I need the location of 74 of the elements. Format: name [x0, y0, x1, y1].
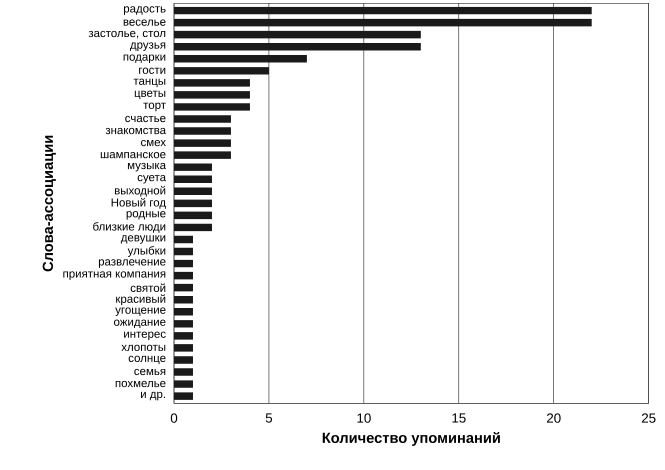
y-tick-label: музыка [128, 162, 166, 172]
y-tick-label: суета [138, 174, 166, 184]
bar [174, 236, 193, 244]
y-tick-label: счастье [125, 116, 166, 122]
bar [174, 212, 212, 220]
x-tick-label: 25 [642, 413, 656, 423]
bar [174, 151, 231, 159]
y-tick-label: веселье [124, 19, 166, 26]
y-tick-label: семья [134, 368, 166, 376]
y-tick-label: девушки [120, 235, 166, 244]
bar [174, 163, 212, 171]
x-tick-label: 5 [266, 413, 272, 423]
bar [174, 139, 231, 147]
bar [174, 115, 231, 123]
y-tick-label: красивый [116, 294, 166, 306]
y-tick-label: хлопоты [121, 344, 166, 352]
y-tick-label: друзья [130, 42, 166, 51]
bar [174, 103, 250, 111]
bar [174, 284, 193, 292]
bar [174, 368, 193, 376]
x-tick-label: 0 [170, 413, 178, 423]
bar [174, 91, 250, 99]
bar [174, 42, 421, 50]
y-tick-label: и др. [140, 392, 165, 400]
y-tick-label: солнце [128, 356, 166, 364]
y-tick-label: гости [139, 68, 166, 74]
y-tick-label: близкие люди [93, 222, 166, 233]
bar [174, 320, 193, 328]
y-tick-label: Новый год [112, 198, 166, 209]
bar [174, 18, 592, 26]
bar [174, 332, 193, 340]
bar [174, 224, 212, 232]
y-tick-label: торт [143, 102, 166, 112]
bar [174, 188, 212, 196]
y-axis-title: Слова-ассоциации [42, 136, 56, 272]
y-tick-label: шампанское [100, 152, 166, 158]
y-tick-label: родные [126, 211, 166, 220]
y-tick-label: развлечение [98, 259, 166, 268]
bar [174, 344, 193, 352]
y-tick-label: знакомства [106, 128, 166, 134]
bar [174, 79, 250, 87]
bar [174, 30, 421, 38]
bar [174, 6, 592, 14]
y-tick-label: радость [124, 6, 166, 15]
y-tick-label: застолье, стол [88, 30, 166, 38]
y-tick-label: танцы [134, 78, 166, 88]
bar [174, 380, 193, 388]
bar [174, 296, 193, 304]
y-tick-label: угощение [115, 307, 166, 316]
y-tick-label: приятная компания [63, 271, 166, 280]
y-tick-label: похмелье [116, 380, 166, 388]
y-tick-label: ожидание [114, 320, 166, 328]
bar [174, 356, 193, 364]
x-tick-label: 15 [452, 413, 466, 423]
bar [174, 55, 307, 62]
bar [174, 308, 193, 316]
bar [174, 272, 193, 280]
y-tick-label: святой [130, 283, 166, 292]
y-tick-label: выходной [114, 186, 166, 197]
x-tick-label: 20 [546, 413, 561, 423]
bar [174, 176, 212, 183]
bar [174, 248, 193, 256]
y-tick-label: подарки [124, 54, 166, 64]
y-tick-label: интерес [124, 332, 166, 340]
x-axis-title: Количество упоминаний [322, 432, 500, 446]
bar [174, 67, 269, 75]
y-tick-label: улыбки [128, 246, 166, 257]
bar [174, 200, 212, 208]
y-tick-label: цветы [134, 90, 166, 100]
bar [174, 127, 231, 135]
bar [174, 392, 193, 400]
y-tick-label: смех [141, 140, 166, 146]
bar [174, 260, 193, 268]
x-tick-label: 10 [357, 413, 371, 423]
